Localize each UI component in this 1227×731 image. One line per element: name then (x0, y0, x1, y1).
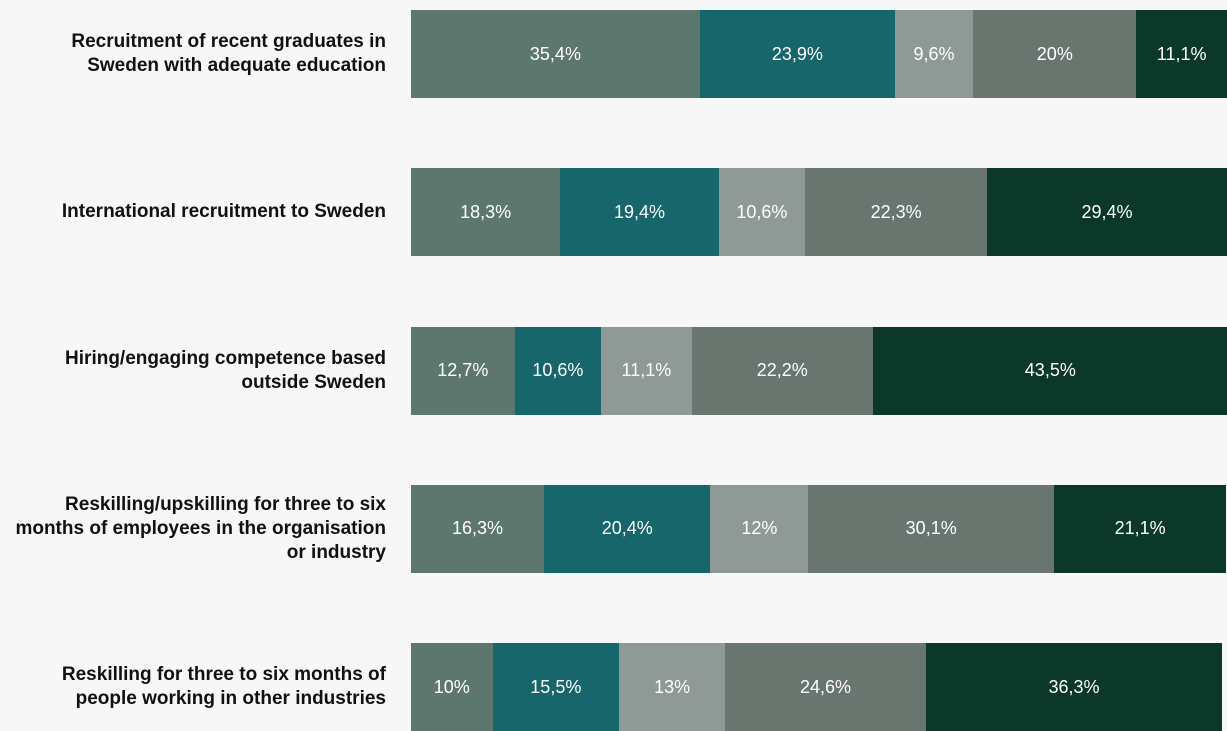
bar-segment: 16,3% (411, 484, 544, 573)
value-label: 22,2% (756, 360, 808, 381)
value-label: 18,3% (460, 201, 512, 222)
category-label: International recruitment to Sweden (0, 168, 386, 256)
value-label: 10% (433, 676, 470, 697)
value-label: 22,3% (870, 201, 922, 222)
bar-segment: 10% (411, 643, 493, 731)
bar-segment: 21,1% (1054, 484, 1227, 573)
bar-segment: 35,4% (411, 10, 700, 98)
bar-segment: 20% (973, 10, 1137, 98)
value-label: 23,9% (771, 43, 823, 64)
value-label: 43,5% (1024, 360, 1076, 381)
category-label: Reskilling for three to six months of pe… (0, 643, 386, 731)
bar-segment: 19,4% (560, 168, 719, 257)
value-label: 20,4% (601, 518, 653, 539)
value-label: 11,1% (1156, 43, 1207, 64)
bar-segment: 20,4% (544, 484, 711, 573)
bar-segment: 22,3% (805, 168, 988, 257)
category-label: Recruitment of recent graduates in Swede… (0, 10, 386, 98)
value-label: 10,6% (532, 360, 584, 381)
bar-segment: 36,3% (925, 643, 1223, 731)
category-label: Hiring/engaging competence based outside… (0, 327, 386, 415)
bar-segment: 22,2% (691, 326, 873, 415)
bar-segment: 23,9% (699, 10, 895, 98)
bar-segment: 43,5% (872, 326, 1227, 415)
category-text: Hiring/engaging competence based outside… (65, 347, 386, 393)
value-label: 19,4% (613, 201, 665, 222)
value-label: 29,4% (1081, 201, 1133, 222)
bar-segment: 10,6% (514, 326, 602, 415)
bar-segment: 30,1% (808, 484, 1054, 573)
bar-segment: 13% (619, 643, 726, 731)
value-label: 21,1% (1114, 518, 1166, 539)
value-label: 16,3% (451, 518, 504, 539)
value-label: 12,7% (437, 360, 489, 381)
category-text: Recruitment of recent graduates in Swede… (71, 31, 386, 76)
category-text: Reskilling/upskilling for three to six m… (15, 493, 386, 563)
value-label: 11,1% (621, 360, 672, 381)
bar-segment: 11,1% (601, 326, 692, 415)
value-label: 9,6% (913, 43, 955, 64)
bar-segment: 12% (710, 484, 809, 573)
value-label: 30,1% (905, 518, 957, 539)
bar-segment: 29,4% (987, 168, 1227, 257)
category-text: Reskilling for three to six months of pe… (61, 664, 386, 710)
bar-segment: 10,6% (718, 168, 806, 257)
value-label: 13% (654, 676, 691, 697)
value-label: 24,6% (800, 676, 852, 697)
value-label: 10,6% (736, 201, 788, 222)
value-label: 12% (741, 518, 778, 539)
value-label: 36,3% (1048, 676, 1100, 697)
value-label: 20% (1036, 43, 1073, 64)
bar-segment: 18,3% (411, 168, 561, 257)
value-label: 35,4% (529, 43, 581, 64)
bar-segment: 9,6% (894, 10, 974, 98)
bar-segment: 15,5% (492, 643, 620, 731)
value-label: 15,5% (530, 676, 582, 697)
category-text: International recruitment to Sweden (61, 201, 386, 223)
bar-segment: 24,6% (725, 643, 926, 731)
bar-segment: 12,7% (411, 326, 515, 415)
category-label: Reskilling/upskilling for three to six m… (0, 485, 386, 573)
bar-segment: 11,1% (1136, 10, 1227, 98)
